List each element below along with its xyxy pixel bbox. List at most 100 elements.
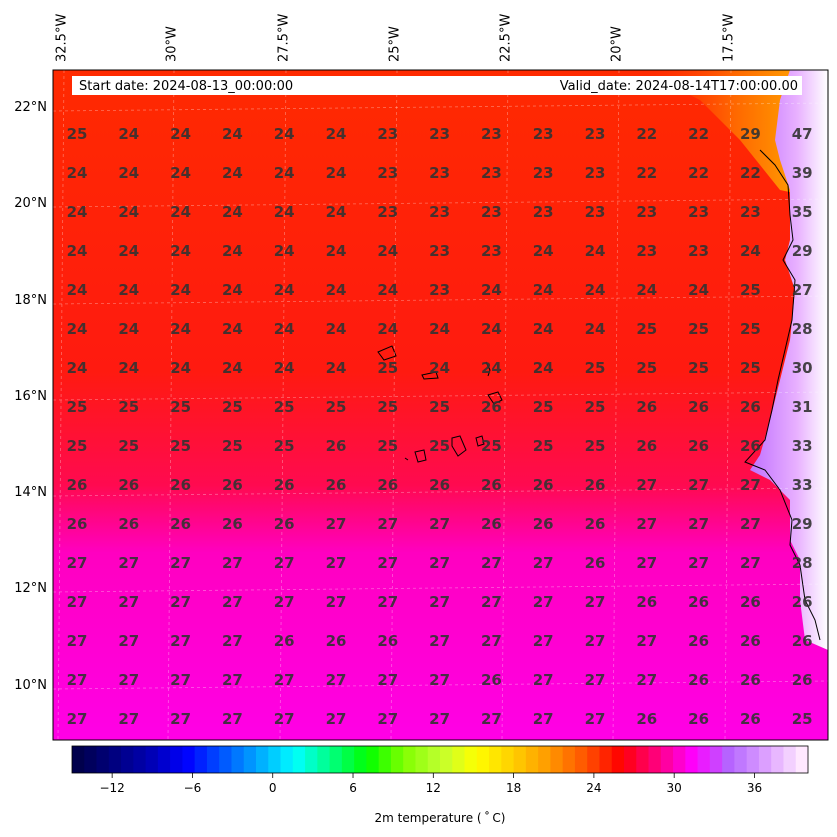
colorbar-swatch xyxy=(170,746,183,773)
grid-value: 24 xyxy=(118,320,139,338)
grid-value: 27 xyxy=(688,554,709,572)
grid-value: 24 xyxy=(67,164,88,182)
grid-value: 24 xyxy=(274,359,295,377)
grid-value: 47 xyxy=(792,125,813,143)
grid-value: 23 xyxy=(429,203,450,221)
grid-value: 25 xyxy=(170,437,191,455)
meridian-line xyxy=(724,70,732,740)
grid-value: 25 xyxy=(740,320,761,338)
grid-value: 22 xyxy=(688,164,709,182)
colorbar-swatch xyxy=(525,746,539,773)
grid-value: 23 xyxy=(585,125,606,143)
colorbar-title: 2m temperature ( ˚ C) xyxy=(375,810,506,825)
lon-label: 22.5°W xyxy=(499,14,514,62)
grid-value: 25 xyxy=(740,281,761,299)
colorbar-ticks: −12 −6 0 6 12 18 24 30 36 xyxy=(99,773,762,795)
lon-label: 27.5°W xyxy=(277,14,292,62)
colorbar-swatch xyxy=(587,746,600,773)
colorbar-swatch xyxy=(243,746,257,773)
grid-value: 24 xyxy=(274,203,295,221)
grid-value: 23 xyxy=(688,203,709,221)
grid-value: 25 xyxy=(688,320,709,338)
grid-value: 27 xyxy=(688,476,709,494)
grid-value: 27 xyxy=(274,593,295,611)
grid-value: 26 xyxy=(688,710,709,728)
grid-value: 26 xyxy=(377,476,398,494)
grid-value: 23 xyxy=(429,242,450,260)
grid-value: 24 xyxy=(170,359,191,377)
grid-value: 24 xyxy=(533,281,554,299)
grid-value: 25 xyxy=(222,437,243,455)
grid-value: 24 xyxy=(222,203,243,221)
grid-value: 26 xyxy=(740,710,761,728)
grid-value: 24 xyxy=(222,164,243,182)
colorbar-swatch xyxy=(501,746,515,773)
grid-value: 27 xyxy=(222,593,243,611)
grid-value: 27 xyxy=(585,671,606,689)
grid-value: 25 xyxy=(585,437,606,455)
grid-value: 27 xyxy=(118,632,139,650)
grid-value: 27 xyxy=(429,710,450,728)
colorbar-swatch xyxy=(550,746,564,773)
grid-value: 27 xyxy=(377,515,398,533)
grid-value: 25 xyxy=(533,437,554,455)
grid-value: 26 xyxy=(481,515,502,533)
grid-value: 28 xyxy=(792,554,813,572)
grid-value: 24 xyxy=(326,125,347,143)
meridian-line xyxy=(57,70,65,740)
grid-value: 22 xyxy=(636,164,657,182)
colorbar-swatch xyxy=(452,746,466,773)
grid-value: 24 xyxy=(222,242,243,260)
grid-value: 24 xyxy=(67,320,88,338)
grid-value: 27 xyxy=(170,554,191,572)
colorbar-swatch xyxy=(268,746,282,773)
grid-value: 25 xyxy=(118,437,139,455)
colorbar-swatch xyxy=(513,746,527,773)
grid-value: 27 xyxy=(636,632,657,650)
lat-label: 16°N xyxy=(14,389,47,404)
colorbar-swatch xyxy=(489,746,502,773)
colorbar: −12 −6 0 6 12 18 24 30 36 2m temperature ( ˚ C) xyxy=(71,745,809,825)
colorbar-swatch xyxy=(231,746,245,773)
colorbar-swatch xyxy=(599,746,613,773)
grid-value: 25 xyxy=(429,437,450,455)
grid-value: 23 xyxy=(481,164,502,182)
colorbar-swatch xyxy=(157,746,171,773)
grid-value: 26 xyxy=(585,554,606,572)
grid-value: 26 xyxy=(740,437,761,455)
grid-value: 26 xyxy=(170,476,191,494)
grid-value: 27 xyxy=(636,515,657,533)
grid-value: 27 xyxy=(740,476,761,494)
grid-value: 26 xyxy=(688,437,709,455)
grid-value: 27 xyxy=(636,671,657,689)
grid-value: 27 xyxy=(533,593,554,611)
grid-value: 27 xyxy=(585,632,606,650)
grid-value: 27 xyxy=(326,593,347,611)
grid-value: 23 xyxy=(377,203,398,221)
grid-value: 24 xyxy=(585,320,606,338)
grid-value: 22 xyxy=(688,125,709,143)
grid-value: 30 xyxy=(792,359,813,377)
colorbar-swatch xyxy=(722,746,735,773)
map-frame xyxy=(52,69,829,741)
colorbar-swatch xyxy=(84,746,98,773)
colorbar-swatch xyxy=(194,746,208,773)
grid-value: 27 xyxy=(326,554,347,572)
grid-value: 26 xyxy=(688,593,709,611)
grid-value: 27 xyxy=(170,593,191,611)
grid-value: 27 xyxy=(636,476,657,494)
grid-value: 31 xyxy=(792,398,813,416)
grid-value: 27 xyxy=(429,515,450,533)
grid-value: 24 xyxy=(67,359,88,377)
grid-value: 24 xyxy=(636,281,657,299)
colorbar-swatch xyxy=(292,746,306,773)
colorbar-swatch xyxy=(280,746,294,773)
grid-value: 24 xyxy=(222,281,243,299)
grid-value: 27 xyxy=(170,671,191,689)
grid-value: 25 xyxy=(792,710,813,728)
colorbar-swatch xyxy=(464,746,478,773)
grid-value: 27 xyxy=(118,671,139,689)
colorbar-swatch xyxy=(341,746,355,773)
colorbar-swatch xyxy=(538,746,551,773)
grid-value: 26 xyxy=(740,398,761,416)
